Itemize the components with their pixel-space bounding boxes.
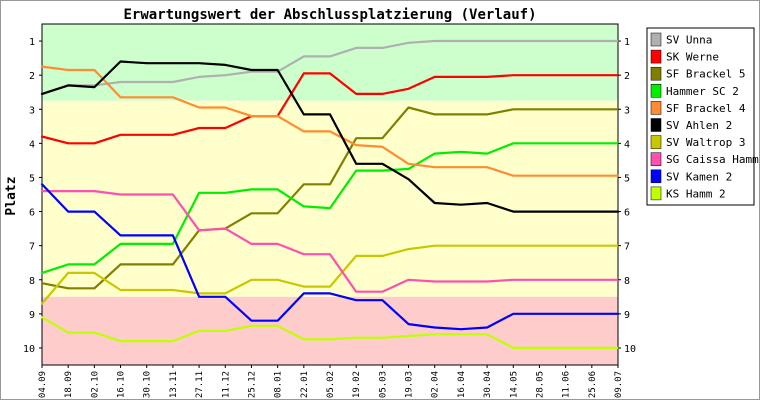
x-tick-label: 02.04 (431, 371, 441, 398)
x-tick-label: 11.06 (562, 371, 572, 398)
x-tick-label: 05.03 (378, 371, 388, 398)
x-tick-label: 19.02 (352, 371, 362, 398)
y-tick-label-right: 8 (624, 276, 630, 287)
x-tick-label: 13.11 (169, 371, 179, 398)
y-tick-label-right: 4 (624, 139, 630, 150)
x-tick-label: 14.05 (509, 371, 519, 398)
x-tick-label: 22.01 (300, 371, 310, 398)
series-line-6 (40, 60, 620, 213)
legend-label: SF Brackel 5 (666, 68, 745, 81)
y-axis-ticks: 1 1 2 2 3 3 4 4 5 5 6 6 7 7 8 8 9 9 10 10 (23, 37, 636, 355)
y-tick-label-left: 3 (29, 105, 35, 116)
x-tick-label: 05.02 (326, 371, 336, 398)
x-tick-label: 11.12 (221, 371, 231, 398)
series-line-10 (40, 316, 620, 349)
x-tick-label: 30.04 (483, 371, 493, 398)
chart-title: Erwartungswert der Abschlussplatzierung … (123, 7, 536, 23)
y-tick-label-left: 1 (29, 37, 35, 48)
y-tick-label-right: 6 (624, 208, 630, 219)
legend-swatch (650, 118, 662, 132)
legend-swatch (650, 135, 662, 149)
y-tick-label-right: 1 (624, 37, 630, 48)
y-tick-label-right: 3 (624, 105, 630, 116)
y-tick-label-left: 4 (29, 139, 35, 150)
series-line-1 (40, 39, 620, 96)
legend-label: SV Ahlen 2 (666, 119, 732, 132)
y-tick-label-right: 10 (624, 344, 636, 355)
x-tick-label: 16.10 (117, 371, 127, 398)
legend-box (646, 27, 755, 206)
legend-swatch (650, 101, 662, 115)
x-tick-label: 30.10 (143, 371, 153, 398)
y-tick-label-left: 2 (29, 71, 35, 82)
x-tick-label: 27.11 (195, 371, 205, 398)
background-bands (42, 24, 618, 365)
y-tick-label-left: 8 (29, 276, 35, 287)
legend: SV Unna SK Werne SF Brackel 5 Hammer SC 2 SF… (646, 27, 759, 206)
legend-label: SV Kamen 2 (666, 170, 732, 183)
background-band-3 (42, 296, 618, 365)
legend-label: SG Caissa Hamm (666, 153, 759, 166)
x-tick-label: 19.03 (405, 371, 415, 398)
series-line-4 (40, 142, 620, 274)
y-tick-label-right: 7 (624, 242, 630, 253)
legend-label: SV Waltrop 3 (666, 136, 745, 149)
legend-swatch (650, 32, 662, 47)
y-tick-label-left: 9 (29, 310, 35, 321)
x-tick-label: 02.10 (90, 371, 100, 398)
series-line-2 (40, 72, 620, 145)
y-axis-label: Platz (4, 176, 19, 215)
legend-label: Hammer SC 2 (666, 85, 739, 98)
y-tick-label-right: 2 (624, 71, 630, 82)
y-tick-label-right: 9 (624, 310, 630, 321)
x-tick-label: 16.04 (457, 371, 467, 398)
x-tick-label: 25.12 (247, 371, 257, 398)
legend-label: SF Brackel 4 (666, 102, 746, 115)
legend-swatch (650, 152, 662, 166)
legend-swatch (650, 186, 662, 201)
legend-label: SK Werne (666, 51, 719, 64)
x-tick-label: 04.09 (38, 371, 48, 398)
x-tick-label: 28.05 (535, 371, 545, 398)
x-tick-label: 18.09 (64, 371, 74, 398)
series-line-3 (40, 106, 620, 290)
legend-swatch (650, 169, 662, 184)
x-tick-label: 08.01 (274, 371, 284, 398)
legend-swatch (650, 84, 662, 98)
x-axis-ticks: 04.09 18.09 02.10 16.10 30.10 13.11 27.11 11.12… (38, 365, 624, 398)
y-tick-label-left: 7 (29, 242, 35, 253)
legend-swatch (650, 49, 662, 64)
series-line-5 (40, 65, 620, 177)
series-line-7 (40, 244, 620, 305)
legend-label: KS Hamm 2 (666, 187, 726, 200)
legend-label: SV Unna (666, 34, 712, 47)
y-tick-label-left: 10 (23, 344, 35, 355)
y-tick-label-left: 5 (29, 173, 35, 184)
legend-swatch (650, 66, 662, 81)
x-tick-label: 09.07 (614, 371, 624, 398)
x-tick-label: 25.06 (588, 371, 598, 398)
background-band-2 (42, 100, 618, 297)
y-tick-label-right: 5 (624, 173, 630, 184)
series-layer (40, 39, 620, 349)
y-tick-label-left: 6 (29, 208, 35, 219)
series-line-8 (40, 190, 620, 293)
series-line-9 (40, 183, 620, 331)
